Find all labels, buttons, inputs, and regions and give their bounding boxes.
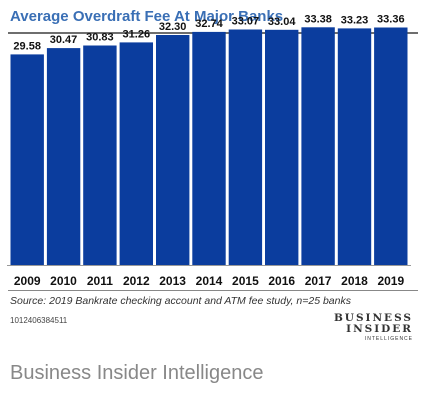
- bar-2017: [301, 27, 335, 265]
- x-tick-2012: 2012: [123, 274, 150, 288]
- bar-2018: [337, 28, 372, 266]
- x-tick-2017: 2017: [305, 274, 332, 288]
- data-label-2019: 33.36: [377, 14, 405, 26]
- data-label-2011: 30.83: [86, 32, 114, 44]
- x-tick-2016: 2016: [268, 274, 295, 288]
- data-label-2010: 30.47: [50, 34, 78, 46]
- bar-2014: [192, 31, 226, 266]
- bar-2012: [119, 42, 153, 266]
- logo-line-3: INTELLIGENCE: [364, 336, 413, 342]
- bar-2011: [83, 45, 117, 265]
- bar-2019: [374, 27, 408, 265]
- bar-2013: [156, 35, 190, 265]
- x-tick-2009: 2009: [14, 274, 41, 288]
- x-tick-2018: 2018: [341, 274, 368, 288]
- logo-line-1: BUSINESS: [333, 312, 413, 324]
- data-label-2009: 29.58: [13, 40, 41, 52]
- source-note: Source: 2019 Bankrate checking account a…: [10, 295, 351, 307]
- business-insider-logo: BUSINESS INSIDER INTELLIGENCE: [303, 313, 413, 343]
- data-label-2013: 32.30: [159, 21, 187, 33]
- data-label-2016: 33.04: [268, 16, 296, 28]
- x-tick-2011: 2011: [87, 274, 113, 288]
- chart-title: Average Overdraft Fee At Major Banks: [10, 8, 284, 25]
- data-label-2014: 32.74: [195, 18, 223, 30]
- chart-id-code: 1012406384511: [10, 316, 68, 325]
- bar-2009: [10, 54, 44, 266]
- x-tick-2014: 2014: [196, 274, 223, 288]
- bar-2015: [228, 29, 263, 265]
- source-divider: [8, 290, 418, 291]
- x-tick-2019: 2019: [377, 274, 404, 288]
- x-tick-2010: 2010: [50, 274, 77, 288]
- x-tick-2015: 2015: [232, 274, 259, 288]
- data-label-2017: 33.38: [304, 13, 332, 25]
- x-tick-2013: 2013: [159, 274, 186, 288]
- bar-2010: [46, 48, 81, 265]
- bar-2016: [265, 29, 299, 265]
- data-label-2018: 33.23: [341, 14, 369, 26]
- data-label-2012: 31.26: [123, 28, 151, 40]
- logo-line-2: INSIDER: [346, 323, 413, 335]
- data-label-2015: 33.07: [232, 16, 260, 28]
- brand-caption: Business Insider Intelligence: [10, 362, 264, 384]
